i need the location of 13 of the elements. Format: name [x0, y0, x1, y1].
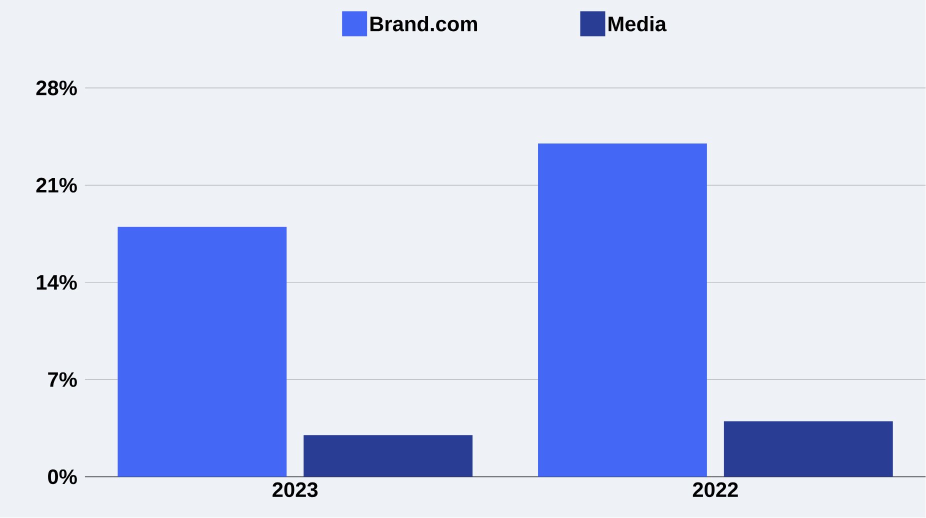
bar [724, 421, 893, 477]
y-tick-label: 21% [36, 178, 77, 193]
bar [304, 435, 473, 477]
x-tick-label: 2023 [272, 482, 318, 498]
y-tick-label: 28% [36, 80, 77, 96]
y-tick-label: 7% [48, 372, 77, 388]
legend-label: Media [608, 16, 667, 32]
bar [118, 226, 287, 477]
legend-label: Brand.com [370, 16, 478, 32]
y-tick-label: 0% [48, 469, 77, 484]
bar [538, 144, 707, 477]
y-tick-label: 14% [36, 275, 77, 290]
x-tick-label: 2022 [692, 482, 738, 498]
